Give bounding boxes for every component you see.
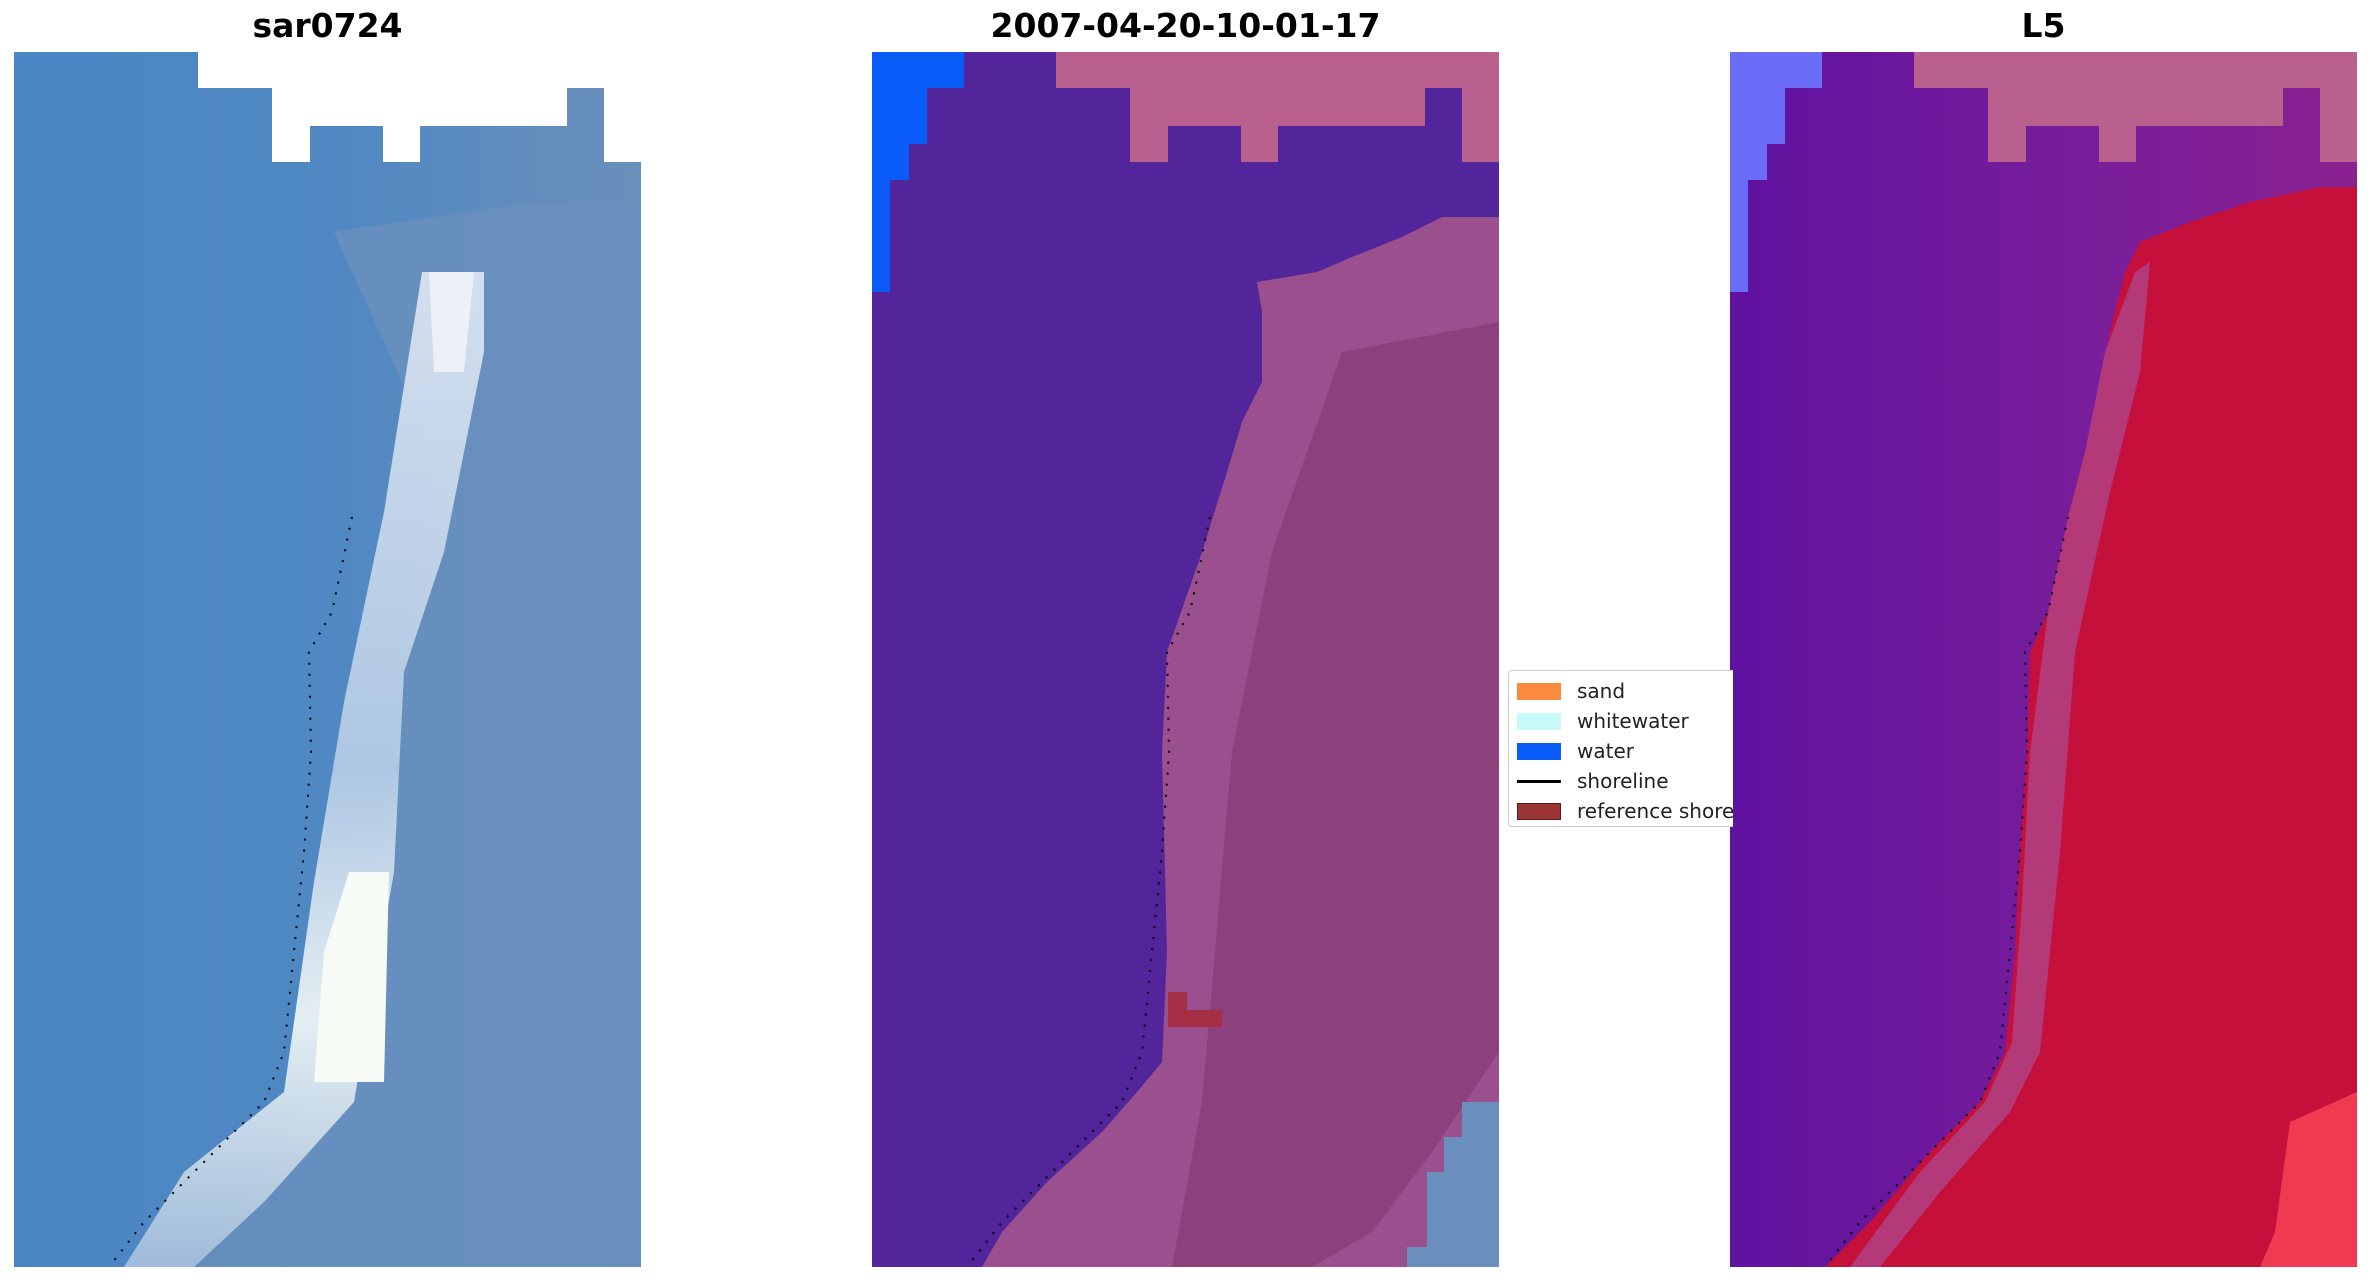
shoreline-line-swatch	[1517, 779, 1561, 783]
legend-label-whitewater: whitewater	[1577, 709, 1689, 733]
legend-label-reference-shoreline: reference shoreline	[1577, 799, 1733, 823]
legend-item-shoreline: shoreline	[1517, 769, 1669, 793]
panel-title-classified: 2007-04-20-10-01-17	[990, 6, 1381, 45]
whitewater-swatch	[1517, 712, 1561, 730]
legend-label-water: water	[1577, 739, 1634, 763]
legend-label-sand: sand	[1577, 679, 1626, 703]
legend-item-reference-shoreline: reference shoreline	[1517, 799, 1733, 823]
rgb-image-panel	[14, 52, 641, 1267]
sand-swatch	[1517, 682, 1561, 700]
water-swatch	[1517, 742, 1561, 760]
panel-title-rgb: sar0724	[252, 6, 403, 45]
legend-item-sand: sand	[1517, 679, 1625, 703]
panel-title-index: L5	[2021, 6, 2066, 45]
legend-item-whitewater: whitewater	[1517, 709, 1689, 733]
reference-shoreline-swatch	[1517, 802, 1561, 820]
classified-image-panel	[872, 52, 1499, 1267]
legend-label-shoreline: shoreline	[1577, 769, 1669, 793]
index-image-panel	[1730, 52, 2357, 1267]
legend-item-water: water	[1517, 739, 1634, 763]
legend: sand whitewater water shoreline referenc…	[1508, 670, 1733, 827]
